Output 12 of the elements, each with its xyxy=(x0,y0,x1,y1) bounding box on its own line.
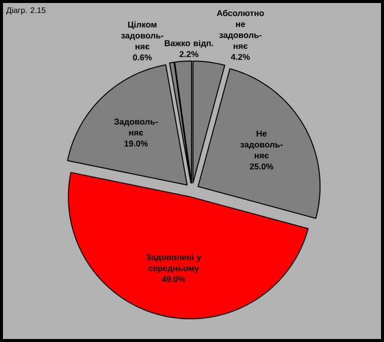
data-label: 19.0% xyxy=(124,140,148,147)
data-label: 2.2% xyxy=(180,51,198,58)
slice-label: Не задоволь-няє xyxy=(240,130,283,158)
slice-label: Задоволь-няє xyxy=(114,118,158,136)
slice-label: Абсолютно не задоволь-няє xyxy=(216,10,264,49)
data-label: 25.0% xyxy=(250,163,274,170)
data-label: 4.2% xyxy=(230,54,250,60)
slice-label: Задоволені у середньому xyxy=(146,254,202,273)
slice-label: Цілком задоволь-няє xyxy=(121,21,164,50)
slice-label: Важко відп. xyxy=(164,40,214,48)
data-label: 49.0% xyxy=(162,276,186,282)
data-label: 0.6% xyxy=(132,54,152,60)
